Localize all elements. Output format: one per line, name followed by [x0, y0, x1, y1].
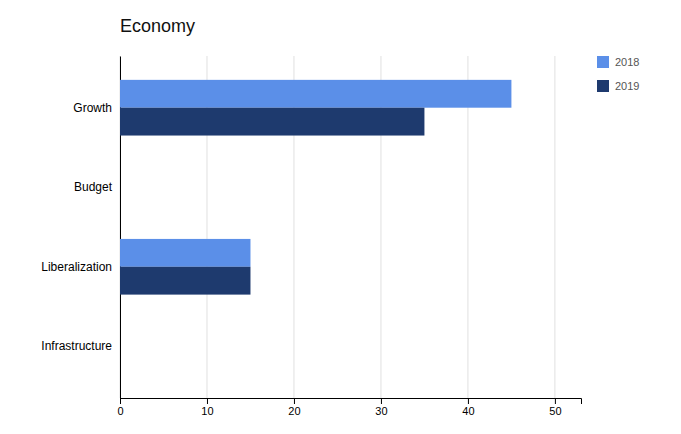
bar: [120, 159, 121, 187]
x-tick-label: 0: [117, 405, 123, 417]
x-tick: 20: [288, 398, 300, 417]
y-tick-label: Liberalization: [41, 260, 112, 274]
x-tick: 0: [117, 398, 123, 417]
bar: [120, 267, 250, 295]
x-tick-mark: [555, 398, 556, 404]
x-tick-mark: [120, 398, 121, 404]
bar: [120, 108, 424, 136]
legend-label: 2019: [615, 80, 639, 92]
x-tick-mark: [381, 398, 382, 404]
x-axis-line: [121, 399, 582, 405]
x-axis: 0 10 20 30 40 50: [117, 398, 581, 417]
bar-series: [120, 80, 511, 267]
y-tick-label: Growth: [73, 101, 112, 115]
y-tick: Growth: [73, 101, 112, 115]
x-tick: 50: [549, 398, 561, 417]
y-tick: Liberalization: [41, 260, 112, 274]
x-tick-label: 20: [288, 405, 300, 417]
legend-item: 2018: [597, 56, 639, 68]
x-tick-mark: [468, 398, 469, 404]
legend-label: 2018: [615, 56, 639, 68]
title: Economy: [120, 16, 195, 36]
chart: 0 10 20 30 40 50 Infrastructure Liberalization B…: [0, 0, 681, 434]
legend: 2018 2019: [597, 56, 639, 92]
x-tick-label: 50: [549, 405, 561, 417]
x-tick-label: 40: [462, 405, 474, 417]
legend-item: 2019: [597, 80, 639, 92]
grid: [120, 56, 555, 398]
x-tick: 10: [201, 398, 213, 417]
x-tick: 30: [375, 398, 387, 417]
y-tick-label: Infrastructure: [41, 339, 112, 353]
x-tick-label: 10: [201, 405, 213, 417]
x-tick: 40: [462, 398, 474, 417]
legend-swatch: [597, 80, 609, 92]
bar-series: [120, 108, 424, 295]
legend-swatch: [597, 56, 609, 68]
bar: [120, 187, 121, 215]
grid-line: [554, 56, 555, 398]
x-tick-mark: [294, 398, 295, 404]
bar: [120, 318, 121, 346]
y-tick: Infrastructure: [41, 339, 112, 353]
bar: [120, 239, 250, 267]
y-tick: Budget: [74, 180, 113, 194]
bar: [120, 346, 121, 374]
y-axis: Infrastructure Liberalization Budget Growth: [41, 57, 120, 399]
plot: 0 10 20 30 40 50 Infrastructure Liberalization B…: [41, 56, 581, 417]
x-tick-label: 30: [375, 405, 387, 417]
bar: [120, 80, 511, 108]
bars: [120, 80, 511, 295]
y-tick-label: Budget: [74, 180, 113, 194]
x-tick-mark: [207, 398, 208, 404]
